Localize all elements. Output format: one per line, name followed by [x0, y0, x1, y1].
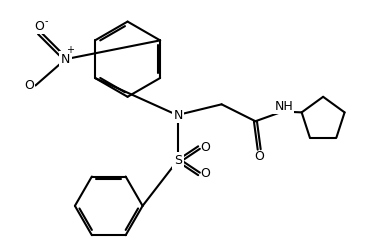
Text: O: O [254, 150, 264, 163]
Text: O: O [24, 79, 34, 92]
Text: +: + [66, 45, 74, 55]
Text: S: S [174, 154, 182, 167]
Text: O: O [200, 168, 210, 180]
Text: O: O [200, 141, 210, 154]
Text: -: - [44, 16, 48, 26]
Text: N: N [173, 109, 183, 122]
Text: O: O [34, 20, 44, 33]
Text: NH: NH [274, 100, 293, 113]
Text: N: N [61, 53, 70, 66]
